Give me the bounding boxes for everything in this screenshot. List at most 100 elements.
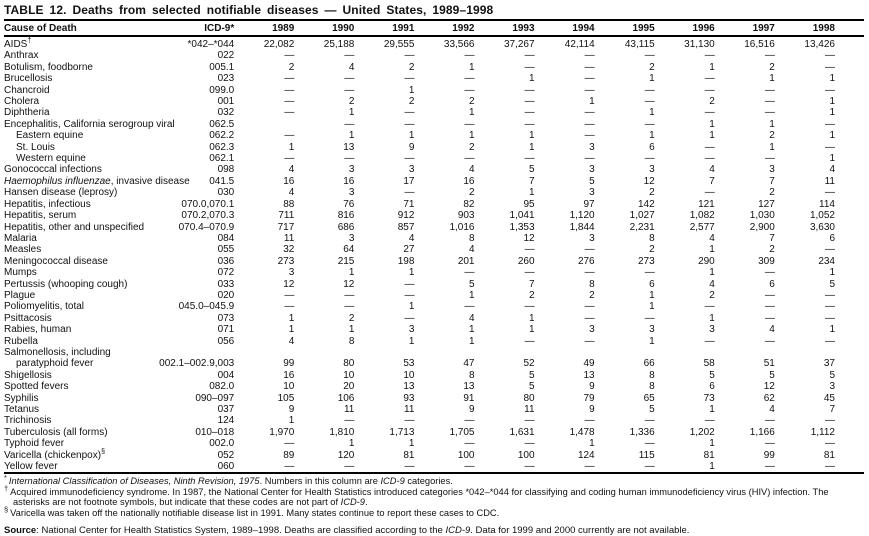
value-cell: — — [704, 187, 715, 199]
value-cell: 5 — [529, 369, 535, 381]
value-cell: 198 — [397, 255, 415, 267]
value-cell: — — [584, 461, 595, 473]
value-cell: 4 — [468, 312, 475, 324]
value-cell: — — [464, 415, 475, 427]
value-cell: — — [524, 61, 535, 73]
value-cell: 73 — [703, 392, 715, 404]
value-cell: 1 — [829, 324, 835, 336]
value-cell: — — [584, 118, 595, 130]
icd-cell: 030 — [217, 187, 235, 199]
value-cell: 1 — [408, 438, 415, 450]
value-cell: 1,166 — [749, 426, 775, 438]
value-cell: — — [464, 84, 475, 96]
value-cell: 4 — [468, 244, 475, 256]
icd-cell: 062.2 — [209, 130, 235, 142]
value-cell: 5 — [829, 369, 835, 381]
value-cell: 8 — [468, 232, 475, 244]
icd-cell: 062.3 — [209, 141, 235, 153]
table-row: Hepatitis, infectious 070.0,070.1 88 76 71 82… — [4, 199, 864, 210]
value-cell: 1 — [288, 324, 295, 336]
value-cell: 9 — [589, 381, 595, 393]
value-cell: 1 — [709, 404, 715, 415]
table-row: Tuberculosis (all forms) 010–018 1,970 1,81… — [4, 427, 864, 438]
value-cell: 1 — [589, 96, 595, 108]
value-cell: 309 — [758, 255, 775, 267]
value-cell: — — [584, 301, 595, 313]
value-cell: 1 — [468, 324, 475, 336]
value-cell: — — [344, 153, 355, 165]
value-cell: 3 — [589, 324, 595, 336]
value-cell: — — [584, 73, 595, 85]
value-cell: 65 — [643, 392, 655, 404]
value-cell: — — [404, 312, 415, 324]
col-header-1998: 1998 — [774, 21, 864, 37]
value-cell: — — [825, 118, 835, 130]
value-cell: 1 — [709, 61, 715, 73]
value-cell: — — [524, 96, 535, 108]
value-cell: 3 — [408, 164, 415, 176]
table-row: Botulism, foodborne 005.1 2 4 2 1 — — 2 1 2 — — [4, 62, 864, 73]
value-cell: 1,027 — [629, 210, 655, 222]
value-cell — [535, 347, 595, 358]
cause-cell: paratyphoid fever — [16, 358, 94, 370]
value-cell: 1 — [709, 130, 715, 142]
value-cell: — — [584, 50, 595, 62]
value-cell: 1 — [829, 107, 835, 119]
value-cell: — — [764, 84, 775, 96]
value-cell: 80 — [523, 392, 535, 404]
source-text: : National Center for Health Statistics … — [36, 525, 690, 536]
cause-cell: Plague — [4, 289, 36, 301]
value-cell: — — [404, 107, 415, 119]
value-cell: — — [344, 50, 355, 62]
table-row: Syphilis 090–097 105 106 93 91 80 79 65 73 62 45 — [4, 393, 864, 404]
value-cell: 857 — [397, 221, 415, 233]
value-cell: 1,705 — [449, 426, 475, 438]
value-cell — [715, 347, 775, 358]
value-cell: 260 — [517, 255, 535, 267]
icd-cell: 055 — [217, 244, 235, 256]
value-cell: 1 — [649, 289, 655, 301]
cause-cell: Rabies, human — [4, 324, 72, 336]
value-cell: — — [764, 267, 775, 279]
value-cell: — — [644, 96, 655, 108]
value-cell: — — [825, 141, 835, 153]
value-cell: 5 — [709, 369, 715, 381]
value-cell: 234 — [818, 255, 835, 267]
value-cell: — — [464, 461, 475, 473]
cause-cell: Tetanus — [4, 404, 40, 415]
value-cell: — — [524, 415, 535, 427]
table-row: Measles 055 32 64 27 4 — — 2 1 2 — — [4, 244, 864, 255]
value-cell: — — [464, 73, 475, 85]
value-cell: 1 — [468, 107, 475, 119]
value-cell: 2 — [709, 289, 715, 301]
value-cell: 1 — [829, 153, 835, 165]
value-cell: — — [404, 73, 415, 85]
value-cell: 273 — [638, 255, 655, 267]
value-cell: 2 — [649, 187, 655, 199]
value-cell: 4 — [288, 335, 295, 347]
col-header-cause-of-death: Cause of Death — [4, 21, 155, 37]
table-row: Mumps 072 3 1 1 — — — — 1 — 1 — [4, 267, 864, 278]
value-cell: 13,426 — [804, 39, 835, 50]
value-cell: 1,030 — [749, 210, 775, 222]
icd-cell: 033 — [217, 278, 235, 290]
col-header-1997: 1997 — [714, 21, 775, 37]
value-cell: 1 — [829, 73, 835, 85]
value-cell: 12 — [763, 381, 775, 393]
value-cell: 3 — [709, 324, 715, 336]
value-cell: 33,566 — [443, 39, 475, 50]
value-cell: 37 — [823, 358, 835, 370]
value-cell: 13 — [343, 141, 355, 153]
table-row: paratyphoid fever 002.1–002.9,003 99 80 53 47… — [4, 358, 864, 369]
value-cell: — — [284, 84, 295, 96]
icd-cell: 045.0–045.9 — [178, 301, 235, 313]
header-row: Cause of Death ICD-9* 1989 1990 1991 199… — [4, 21, 864, 37]
value-cell: 9 — [288, 404, 295, 415]
value-cell: — — [284, 96, 295, 108]
value-cell: — — [404, 187, 415, 199]
value-cell: 6 — [649, 141, 655, 153]
value-cell: 2 — [468, 187, 475, 199]
value-cell: 1 — [589, 438, 595, 450]
value-cell: 4 — [468, 164, 475, 176]
col-header-1995: 1995 — [594, 21, 655, 37]
